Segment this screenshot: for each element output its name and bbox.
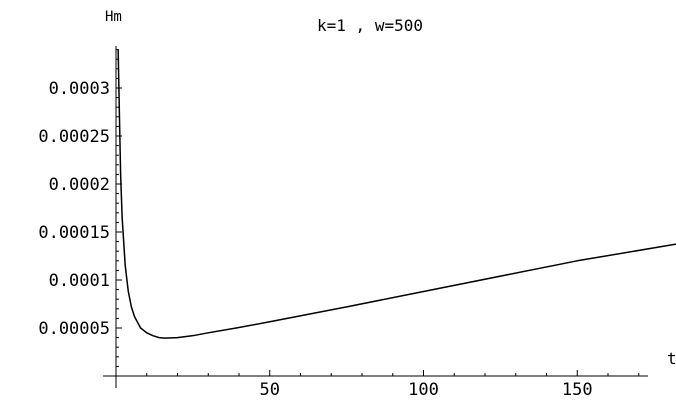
y-tick-label: 0.0001 (49, 271, 110, 291)
series-layer (117, 49, 676, 339)
y-tick-label: 0.00025 (38, 127, 110, 147)
chart-title: k=1 , w=500 (317, 16, 423, 35)
x-axis-label: t (667, 349, 676, 368)
y-tick-label: 0.0002 (49, 175, 110, 195)
y-tick-label: 0.00005 (38, 319, 110, 339)
x-tick-label: 50 (260, 380, 280, 400)
x-tick-label: 100 (408, 380, 439, 400)
series-line (117, 49, 676, 339)
y-axis-label: Hm (105, 9, 122, 25)
ticks: 501001502002503000.000050.00010.000150.0… (38, 49, 640, 400)
y-tick-label: 0.00015 (38, 223, 110, 243)
x-tick-label: 150 (562, 380, 593, 400)
y-tick-label: 0.0003 (49, 79, 110, 99)
